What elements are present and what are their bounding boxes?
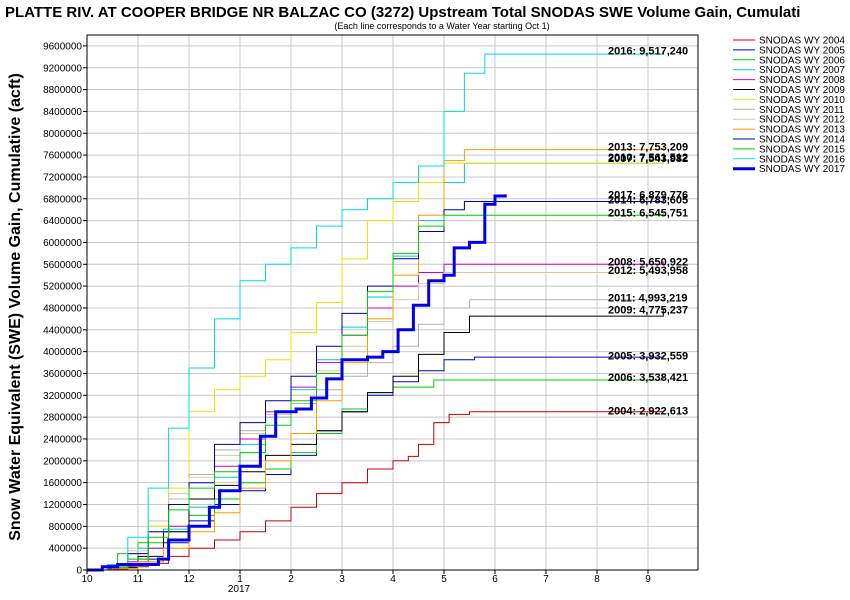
y-ticks: 0 400000 800000 1200000 1600000 2000000 240000…	[43, 41, 87, 577]
y-tick-label: 7600000	[43, 151, 82, 162]
y-tick-label: 9200000	[43, 63, 82, 74]
x-tick-label: 12	[183, 574, 195, 585]
end-label: 2009: 4,775,237	[608, 304, 688, 316]
series-line-snodas-wy-2014	[87, 199, 664, 571]
legend-entry: SNODAS WY 2009	[759, 85, 845, 96]
y-tick-label: 5200000	[43, 282, 82, 293]
series-line-snodas-wy-2017	[87, 194, 507, 572]
x-tick-label: 11	[133, 574, 144, 585]
legend-entry: SNODAS WY 2014	[759, 135, 845, 146]
end-label: 2012: 5,493,958	[608, 265, 688, 277]
legend-entry: SNODAS WY 2005	[759, 45, 845, 56]
legend-entry: SNODAS WY 2008	[759, 75, 845, 86]
end-label: 2015: 6,545,751	[608, 208, 688, 220]
series-line-snodas-wy-2013	[87, 146, 664, 571]
y-tick-label: 4000000	[43, 347, 82, 358]
end-label: 2014: 6,783,605	[608, 195, 688, 207]
y-tick-label: 4400000	[43, 325, 82, 336]
x-tick-label: 7	[543, 574, 549, 585]
y-tick-label: 5600000	[43, 260, 82, 271]
legend-entry: SNODAS WY 2004	[759, 36, 845, 47]
series-layer	[87, 50, 664, 572]
y-axis-label: Snow Water Equivalent (SWE) Volume Gain,…	[7, 73, 24, 541]
series-line-snodas-wy-2009	[87, 309, 664, 571]
series-line-snodas-wy-2015	[87, 212, 664, 571]
y-tick-label: 0	[76, 566, 82, 577]
y-tick-label: 8400000	[43, 107, 82, 118]
end-label: 2008: 5,650,922	[608, 257, 688, 269]
y-tick-label: 2400000	[43, 434, 82, 445]
y-tick-label: 800000	[49, 522, 83, 533]
x-year-label: 2017	[228, 584, 251, 595]
series-line-snodas-wy-2007	[87, 158, 664, 571]
y-tick-label: 4800000	[43, 303, 82, 314]
end-label: 2010: 7,561,512	[608, 152, 688, 164]
end-label: 2004: 2,922,613	[608, 405, 688, 417]
legend-entry: SNODAS WY 2016	[759, 154, 845, 165]
series-line-snodas-wy-2012	[87, 270, 664, 571]
end-label: 2005: 3,932,559	[608, 350, 688, 362]
y-tick-label: 3600000	[43, 369, 82, 380]
end-label: 2011: 4,993,219	[608, 292, 688, 304]
x-tick-label: 2	[288, 574, 294, 585]
y-tick-label: 3200000	[43, 391, 82, 402]
chart-title: PLATTE RIV. AT COOPER BRIDGE NR BALZAC C…	[5, 4, 800, 21]
series-line-snodas-wy-2016	[87, 50, 664, 571]
end-label: 2013: 7,753,209	[608, 142, 688, 154]
x-tick-label: 4	[390, 574, 396, 585]
legend-entry: SNODAS WY 2010	[759, 95, 845, 106]
x-tick-label: 6	[492, 574, 498, 585]
x-tick-label: 3	[339, 574, 345, 585]
y-tick-label: 1200000	[43, 500, 82, 511]
legend-entry: SNODAS WY 2017	[759, 164, 845, 175]
y-tick-label: 400000	[49, 544, 83, 555]
x-tick-label: 9	[645, 574, 651, 585]
end-labels: 2004: 2,922,613 2005: 3,932,559 2006: 3,53…	[608, 45, 688, 417]
legend-entry: SNODAS WY 2011	[759, 105, 845, 116]
end-label: 2006: 3,538,421	[608, 372, 688, 384]
y-tick-label: 6400000	[43, 216, 82, 227]
series-line-snodas-wy-2005	[87, 355, 664, 571]
series-line-snodas-wy-2010	[87, 157, 664, 571]
legend-entry: SNODAS WY 2006	[759, 55, 845, 66]
y-tick-label: 2800000	[43, 413, 82, 424]
legend-entry: SNODAS WY 2012	[759, 115, 845, 126]
series-line-snodas-wy-2004	[87, 410, 664, 571]
x-tick-label: 8	[594, 574, 600, 585]
end-label: 2017: 6,879,776	[608, 189, 688, 201]
x-tick-label: 10	[81, 574, 93, 585]
end-label: 2016: 9,517,240	[608, 45, 688, 57]
y-tick-label: 9600000	[43, 41, 82, 52]
y-tick-label: 1600000	[43, 478, 82, 489]
chart-subtitle: (Each line corresponds to a Water Year s…	[334, 21, 549, 31]
y-tick-label: 8800000	[43, 85, 82, 96]
x-ticks: 10 11 12 1 2 3 4 5 6 7 8 9	[81, 570, 651, 585]
end-label: 2007: 7,543,982	[608, 153, 688, 165]
legend-entry: SNODAS WY 2013	[759, 125, 845, 136]
x-tick-label: 5	[441, 574, 447, 585]
y-tick-label: 8000000	[43, 129, 82, 140]
y-tick-label: 6000000	[43, 238, 82, 249]
y-tick-label: 2000000	[43, 456, 82, 467]
y-tick-label: 7200000	[43, 172, 82, 183]
legend-entry: SNODAS WY 2015	[759, 144, 845, 155]
legend-entry: SNODAS WY 2007	[759, 65, 845, 76]
y-tick-label: 6800000	[43, 194, 82, 205]
x-tick-label: 1	[237, 574, 243, 585]
